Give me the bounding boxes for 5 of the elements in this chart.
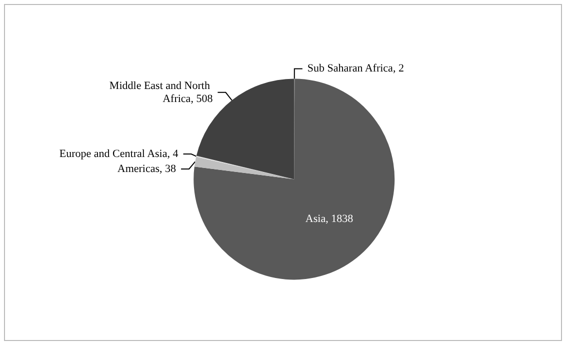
slice-label: Europe and Central Asia, 4 [59, 148, 179, 160]
slice-label: Asia, 1838 [305, 213, 354, 226]
slice-label: Middle East and North Africa, 508 [109, 80, 214, 105]
slice-label: Americas, 38 [117, 163, 177, 176]
slice-label: Sub Saharan Africa, 2 [307, 62, 404, 75]
